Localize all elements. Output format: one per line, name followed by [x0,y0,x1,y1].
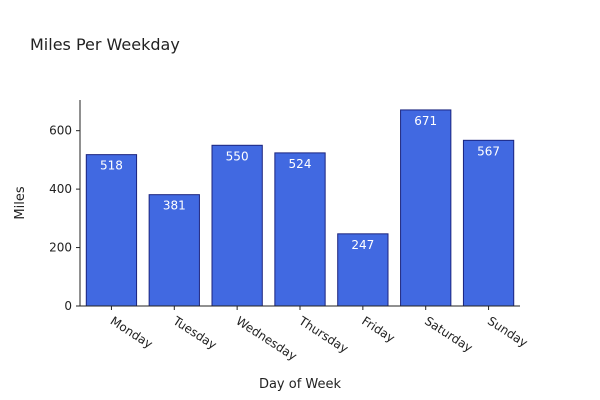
x-tick-label-monday: Monday [108,314,155,352]
x-tick-label-sunday: Sunday [485,314,530,350]
bar-wednesday [211,144,263,307]
x-tick-label-friday: Friday [359,314,397,346]
x-tick-label-tuesday: Tuesday [170,313,219,352]
data-label-thursday: 524 [289,157,312,171]
data-label-friday: 247 [351,238,374,252]
x-tick-label-saturday: Saturday [422,314,475,355]
y-tick-label-400: 400 [49,182,72,196]
data-label-tuesday: 381 [163,199,186,213]
bars: 518 381 550 524 247 671 567 [85,109,515,307]
chart-title: Miles Per Weekday [30,35,180,54]
x-tick-label-thursday: Thursday [296,313,351,356]
y-tick-label-200: 200 [49,241,72,255]
bar-thursday [274,152,326,307]
bar-saturday [400,109,452,307]
bar-friday [337,233,389,307]
data-label-saturday: 671 [414,114,437,128]
y-axis-label: Miles [13,186,28,219]
bar-monday [85,154,138,307]
bar-sunday [462,139,515,307]
data-label-wednesday: 550 [226,149,249,163]
x-axis-label: Day of Week [259,377,342,392]
data-label-sunday: 567 [477,144,500,158]
data-label-monday: 518 [100,159,123,173]
x-tick-label-wednesday: Wednesday [234,314,300,364]
plot-area: 518 381 550 524 247 671 567 0 200 400 600 Monday T… [49,100,530,363]
y-tick-label-600: 600 [49,124,72,138]
bar-tuesday [148,194,200,307]
y-tick-label-0: 0 [64,299,72,313]
y-tick-labels: 0 200 400 600 [49,124,80,313]
